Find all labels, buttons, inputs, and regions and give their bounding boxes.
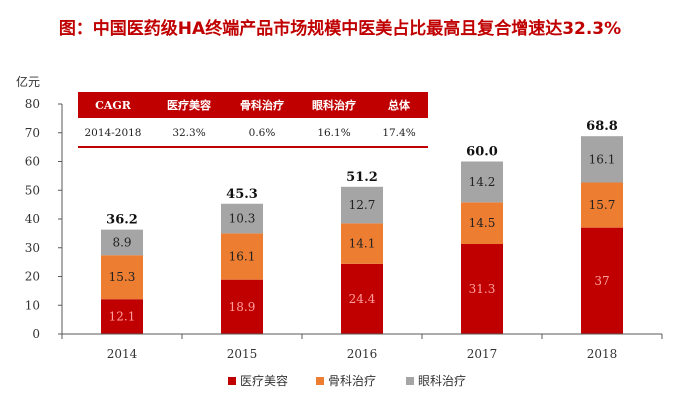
y-tick-label: 80 (25, 97, 40, 111)
cagr-header-row (78, 92, 428, 118)
bar-segment (221, 279, 263, 334)
x-tick-label: 2016 (347, 347, 378, 361)
bar-segment-label: 12.1 (109, 310, 136, 324)
cagr-cell-1: 32.3% (172, 127, 205, 139)
bar-segment (221, 203, 263, 234)
x-tick-label: 2018 (587, 347, 618, 361)
legend-label: 眼科治疗 (418, 374, 466, 388)
legend-label: 骨科治疗 (328, 374, 376, 388)
bar-segment (461, 244, 503, 334)
y-tick-label: 60 (25, 155, 40, 169)
bar-segment-label: 18.9 (229, 300, 256, 314)
bar-segment (341, 186, 383, 224)
cagr-table: CAGR 医疗美容 骨科治疗 眼科治疗 总体 2014-2018 32.3% 0… (78, 92, 428, 148)
bar-segment-label: 14.2 (469, 175, 496, 189)
y-tick-label: 40 (25, 212, 40, 226)
bars: 12.1 15.3 8.9 36.2 18.9 16.1 10.3 45.3 24.4 14.1 1… (101, 119, 623, 334)
y-tick-label: 10 (25, 298, 40, 312)
bar-total-label: 51.2 (346, 170, 378, 185)
bar-segment (101, 299, 143, 334)
x-tick-label: 2015 (227, 347, 258, 361)
bar-segment (461, 161, 503, 203)
bar-segment-label: 16.1 (229, 250, 256, 264)
bar-segment (221, 233, 263, 280)
bar-total-label: 45.3 (226, 187, 258, 202)
bar-segment-label: 15.3 (109, 270, 136, 284)
bar-segment (101, 255, 143, 300)
bar-segment-label: 16.1 (589, 152, 616, 166)
y-axis: 0 10 20 30 40 50 60 70 80 (25, 97, 63, 341)
bar-segment-label: 24.4 (349, 292, 376, 306)
bar-segment (341, 223, 383, 264)
x-tick-label: 2017 (467, 347, 498, 361)
cagr-cell-3: 16.1% (317, 127, 350, 139)
cagr-cell-4: 17.4% (382, 127, 415, 139)
bar-total-label: 36.2 (106, 213, 138, 228)
bar-segment-label: 37 (594, 274, 609, 288)
bar-segment (341, 263, 383, 334)
x-tick-label: 2014 (107, 347, 138, 361)
legend-swatch (228, 377, 236, 385)
bar-total-label: 68.8 (586, 119, 618, 134)
bar-segment-label: 10.3 (229, 212, 256, 226)
bar-segment-label: 12.7 (349, 198, 376, 212)
cagr-header-4: 总体 (388, 98, 411, 112)
legend: 医疗美容 骨科治疗 眼科治疗 (228, 373, 466, 388)
bar-segment (461, 202, 503, 245)
cagr-header-0: CAGR (95, 99, 132, 112)
cagr-cell-2: 0.6% (249, 127, 276, 139)
cagr-header-1: 医疗美容 (167, 98, 211, 112)
y-axis-unit: 亿元 (16, 74, 40, 89)
bar-segment (581, 227, 623, 334)
bar-segment (581, 136, 623, 183)
y-tick-label: 70 (25, 126, 40, 140)
cagr-header-3: 眼科治疗 (312, 98, 356, 112)
cagr-header-2: 骨科治疗 (240, 98, 284, 112)
y-tick-label: 20 (25, 270, 40, 284)
y-tick-label: 0 (32, 327, 40, 341)
bar-segment-label: 14.1 (349, 237, 376, 251)
bar-segment (101, 229, 143, 256)
bar-segment-label: 31.3 (469, 282, 496, 296)
legend-swatch (316, 377, 324, 385)
bar-total-label: 60.0 (466, 145, 498, 160)
y-tick-label: 30 (25, 241, 40, 255)
legend-swatch (406, 377, 414, 385)
bar-segment (581, 182, 623, 228)
x-axis: 2014 2015 2016 2017 2018 (61, 333, 663, 361)
bar-segment-label: 15.7 (589, 198, 616, 212)
cagr-cell-0: 2014-2018 (85, 127, 142, 139)
y-tick-label: 50 (25, 183, 40, 197)
bar-segment-label: 8.9 (112, 235, 131, 249)
bar-segment-label: 14.5 (469, 216, 496, 230)
legend-label: 医疗美容 (240, 373, 288, 388)
chart-title: 图：中国医药级HA终端产品市场规模中医美占比最高且复合增速达32.3% (58, 19, 622, 39)
